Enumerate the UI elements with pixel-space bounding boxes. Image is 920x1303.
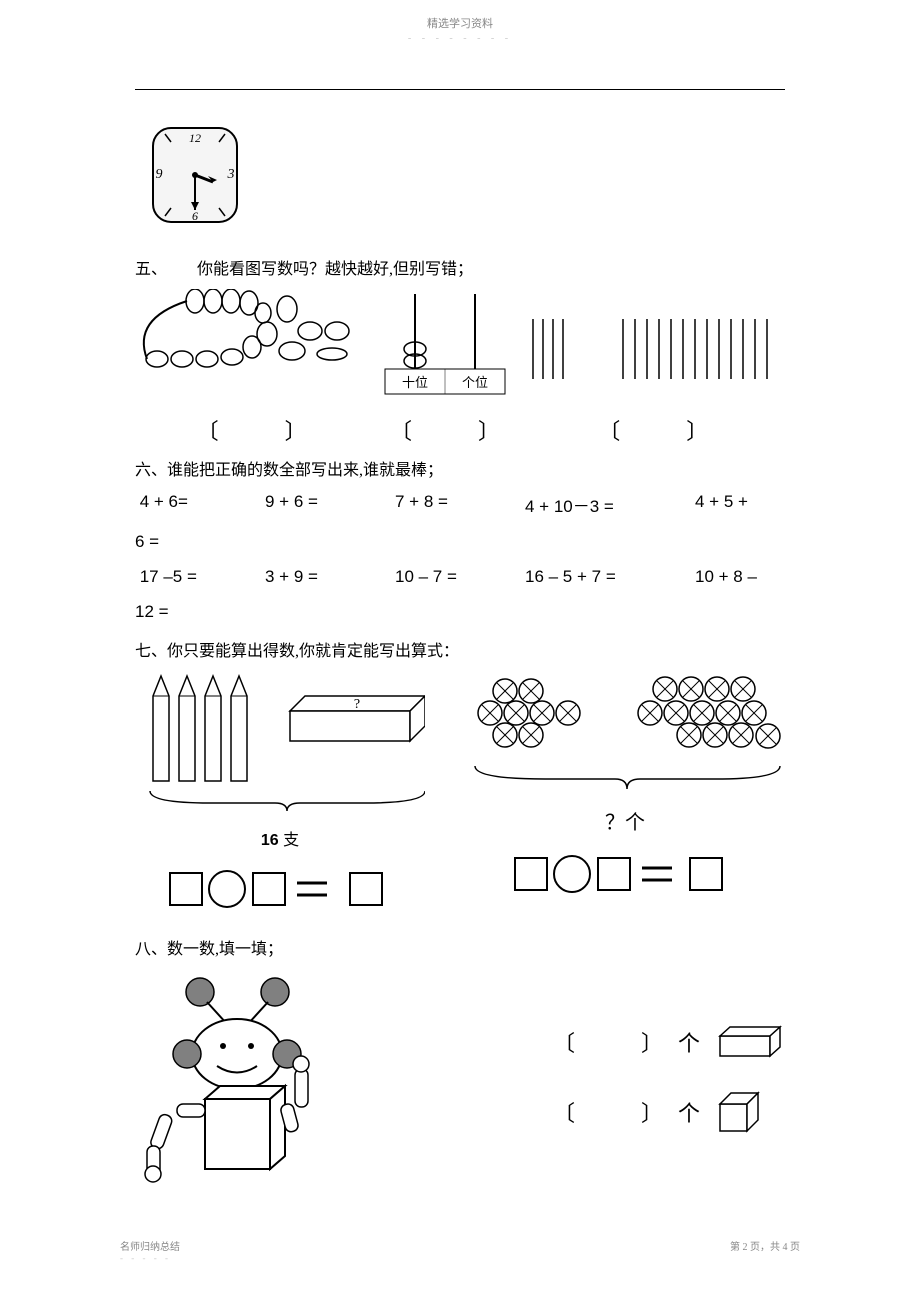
section-7-title: 七、你只要能算出得数,你就肯定能写出算式： [135, 637, 785, 661]
section-5-number: 五、 [135, 255, 167, 279]
q8-unit-2: 个 [678, 1096, 700, 1128]
eq-tail-1[interactable]: 6 = [135, 532, 785, 552]
tens-label: 十位 [402, 375, 428, 390]
eq-row-2: 17 –5 = 3 + 9 = 10 – 7 = 16 – 5 + 7 = 10… [135, 567, 785, 587]
svg-text:12: 12 [189, 131, 201, 145]
q8-cuboid-line: 〔 〕 个 [553, 1024, 785, 1059]
formula-template-left[interactable] [165, 865, 395, 915]
cube-icon [715, 1089, 765, 1134]
section-5-header: 五、 你能看图写数吗？越快越好,但别写错； [135, 255, 785, 279]
robot-figure [135, 974, 345, 1184]
q5-answer-2[interactable]: 〔 〕 [390, 414, 500, 446]
eq-2-5[interactable]: 10 + 8 – [695, 567, 757, 587]
eq-1-3[interactable]: 7 + 8 = [395, 492, 525, 517]
q8-cube-line: 〔 〕 个 [553, 1089, 785, 1134]
eq-tail-2[interactable]: 12 = [135, 602, 785, 622]
eq-1-2[interactable]: 9 + 6 = [265, 492, 395, 517]
q8-answer-cuboid[interactable]: 〔 〕 [553, 1026, 663, 1058]
q8-answer-cube[interactable]: 〔 〕 [553, 1096, 663, 1128]
eq-2-2[interactable]: 3 + 9 = [265, 567, 395, 587]
section-7-figures: ? 16 支 [135, 671, 785, 915]
section-8-title: 八、数一数,填一填； [135, 935, 785, 959]
eq-1-5[interactable]: 4 + 5 + [695, 492, 748, 517]
ones-label: 个位 [462, 375, 488, 390]
section-6-title: 六、谁能把正确的数全部写出来,谁就最棒； [135, 456, 785, 480]
clock-figure: 12 3 6 9 [145, 120, 785, 230]
footer-left: 名师归纳总结 [120, 1238, 180, 1253]
q8-answers: 〔 〕 个 〔 〕 个 [553, 1024, 785, 1134]
formula-template-right[interactable] [510, 850, 740, 900]
section-5-title: 你能看图写数吗？越快越好,但别写错； [197, 255, 473, 279]
svg-text:3: 3 [227, 167, 235, 182]
top-divider [135, 89, 785, 90]
q7-right-label: ？个 [605, 806, 645, 835]
eq-2-4[interactable]: 16 – 5 + 7 = [525, 567, 695, 587]
section-5-figures: 〔 〕 十位 个位 〔 〕 [135, 289, 785, 446]
svg-text:6: 6 [192, 209, 198, 223]
header-text: 精选学习资料 [0, 0, 920, 31]
svg-text:9: 9 [156, 167, 163, 182]
q8-unit-1: 个 [678, 1026, 700, 1058]
q7-left-label: 16 支 [261, 826, 299, 850]
q7-pencils: ? 16 支 [135, 671, 425, 915]
eq-1-4[interactable]: 4 + 10－3 = [525, 492, 695, 517]
section-8-row: 〔 〕 个 〔 〕 个 [135, 974, 785, 1184]
q5-beads: 〔 〕 [137, 289, 367, 446]
eq-1-1[interactable]: 4 + 6= [135, 492, 265, 517]
header-dashes: - - - - - - - - [0, 33, 920, 44]
page-footer: 名师归纳总结 - - - - - 第 2 页，共 4 页 [0, 1238, 920, 1263]
q5-answer-1[interactable]: 〔 〕 [197, 414, 307, 446]
eq-2-3[interactable]: 10 – 7 = [395, 567, 525, 587]
q7-circles: ？个 [465, 671, 785, 900]
page-content: 12 3 6 9 五、 你能看图写数吗？越快越好,但别写错； [0, 44, 920, 1184]
eq-2-1[interactable]: 17 –5 = [135, 567, 265, 587]
q5-tally: 〔 〕 [523, 289, 783, 446]
footer-left-dashes: - - - - - [120, 1253, 180, 1263]
cuboid-icon [715, 1024, 785, 1059]
box-q: ? [354, 697, 360, 712]
q5-answer-3[interactable]: 〔 〕 [598, 414, 708, 446]
q5-abacus: 十位 个位 〔 〕 [370, 289, 520, 446]
footer-right: 第 2 页，共 4 页 [730, 1238, 800, 1263]
eq-row-1: 4 + 6= 9 + 6 = 7 + 8 = 4 + 10－3 = 4 + 5 … [135, 492, 785, 517]
